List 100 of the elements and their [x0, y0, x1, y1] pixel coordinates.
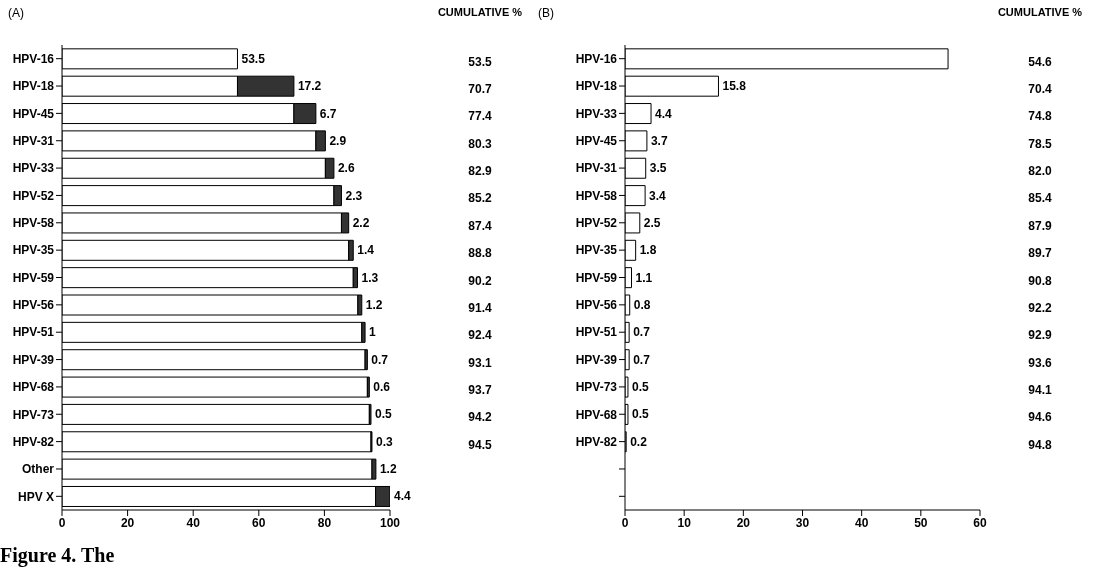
x-tick-label: 0	[621, 515, 629, 530]
text: 93.7	[467, 381, 493, 398]
text: CUMULATIVE %	[437, 6, 523, 18]
text: 94.5	[467, 436, 493, 453]
x-tick-label: 60	[973, 515, 987, 530]
data-label: 4.4	[394, 489, 412, 504]
y-tick-label: HPV-73	[12, 407, 55, 422]
text: 82.0	[1027, 163, 1053, 180]
x-tick-label: 40	[854, 515, 869, 530]
text: 93.1	[467, 354, 493, 371]
y-tick-label: HPV-58	[12, 216, 55, 231]
text: 92.9	[1027, 327, 1053, 344]
text: 85.2	[467, 190, 493, 207]
x-tick-label: 50	[914, 515, 928, 530]
x-tick-label: 100	[379, 515, 401, 530]
chart-title: (B)	[538, 6, 554, 20]
y-tick-label: HPV-82	[575, 434, 618, 449]
data-label: 0.5	[631, 380, 649, 395]
y-tick-label: HPV-33	[575, 106, 618, 121]
x-tick-label: 30	[795, 515, 810, 530]
text: 94.1	[1027, 381, 1053, 398]
data-label: 2.3	[345, 188, 363, 203]
y-tick-label: HPV-51	[12, 325, 55, 340]
y-tick-label: HPV-52	[12, 188, 55, 203]
y-tick-label: Other	[21, 462, 55, 477]
y-tick-label: HPV-45	[12, 106, 55, 121]
data-label: 6.7	[319, 106, 337, 121]
text: 82.9	[467, 163, 493, 180]
data-label: 0.7	[633, 352, 651, 367]
data-label: 4.4	[655, 106, 673, 121]
text: 94.6	[1027, 409, 1053, 426]
y-tick-label: HPV-18	[12, 79, 55, 94]
data-label: 1	[369, 325, 377, 340]
x-tick-label: 40	[186, 515, 201, 530]
y-tick-label: HPV-16	[575, 51, 618, 66]
data-label: 0.8	[633, 298, 651, 313]
data-label: 1.3	[361, 270, 379, 285]
data-label: 2.5	[643, 215, 661, 230]
text: 94.2	[467, 409, 493, 426]
data-label: 3.4	[649, 188, 667, 203]
y-tick-label: HPV-68	[575, 407, 618, 422]
text: 80.3	[467, 135, 493, 152]
y-tick-label: HPV-56	[12, 298, 55, 313]
text: 91.4	[467, 299, 493, 316]
data-label: 15.8	[722, 79, 747, 94]
data-label: 17.2	[297, 79, 322, 94]
x-tick-label: 80	[317, 515, 332, 530]
caption: Figure 4. The	[0, 544, 115, 567]
x-tick-label: 10	[677, 515, 692, 530]
text: 70.7	[467, 81, 493, 98]
x-tick-label: 20	[736, 515, 751, 530]
data-label: 3.5	[649, 161, 667, 176]
y-tick-label: HPV-51	[575, 325, 618, 340]
x-tick-label: 20	[120, 515, 135, 530]
y-tick-label: HPV-16	[12, 51, 55, 66]
text: 88.8	[467, 245, 493, 262]
data-label: 0.7	[371, 352, 389, 367]
y-tick-label: HPV-18	[575, 79, 618, 94]
text: CUMULATIVE %	[997, 6, 1083, 18]
text: 70.4	[1027, 81, 1053, 98]
data-label: 1.2	[379, 462, 397, 477]
x-tick-label: 60	[252, 515, 266, 530]
text: 77.4	[467, 108, 493, 125]
data-label: 53.5	[241, 51, 266, 66]
y-tick-label: HPV-58	[575, 188, 618, 203]
text: 90.2	[467, 272, 493, 289]
data-label: 1.8	[639, 243, 657, 258]
data-label: 1.4	[357, 243, 375, 258]
y-tick-label: HPV-59	[12, 270, 55, 285]
chart-title: (A)	[8, 6, 24, 20]
data-label: 0.7	[633, 325, 651, 340]
y-tick-label: HPV-45	[575, 134, 618, 148]
text: 85.4	[1027, 190, 1053, 207]
data-label: 2.6	[337, 161, 355, 176]
y-tick-label: HPV-59	[575, 270, 618, 285]
text: 54.6	[1027, 53, 1053, 70]
y-tick-label: HPV-39	[12, 352, 55, 367]
y-tick-label: HPV-35	[12, 243, 55, 258]
y-tick-label: HPV-52	[575, 216, 618, 231]
y-tick-label: HPV-31	[12, 134, 55, 148]
y-tick-label: HPV-35	[575, 243, 618, 258]
text: 93.6	[1027, 354, 1053, 371]
y-tick-label: HPV-39	[575, 352, 618, 367]
y-tick-label: HPV-82	[12, 434, 55, 449]
text: 90.8	[1027, 272, 1053, 289]
text: 78.5	[1027, 135, 1053, 152]
text: 94.8	[1027, 436, 1053, 453]
y-tick-label: HPV-56	[575, 298, 618, 313]
data-label: 1.2	[365, 298, 383, 313]
y-tick-label: HPV-68	[12, 380, 55, 395]
data-label: 0.5	[374, 407, 392, 422]
data-label: 0.2	[630, 434, 648, 449]
text: 53.5	[467, 53, 493, 70]
y-tick-label: HPV X	[17, 489, 54, 504]
text: 92.2	[1027, 299, 1053, 316]
text: 87.4	[467, 217, 493, 234]
y-tick-label: HPV-73	[575, 380, 618, 395]
data-label: 3.7	[650, 133, 668, 148]
data-label: 0.6	[373, 380, 391, 395]
y-tick-label: HPV-33	[12, 161, 55, 176]
